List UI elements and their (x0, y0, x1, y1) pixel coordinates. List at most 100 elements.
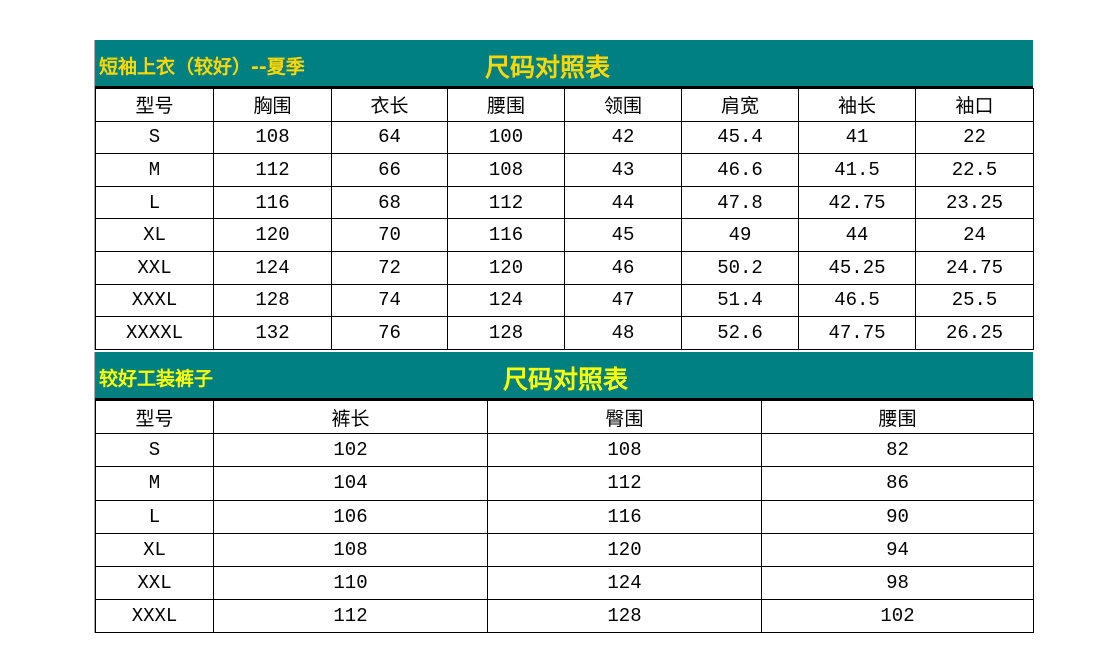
table-cell: 74 (331, 283, 448, 318)
column-header: 袖长 (798, 88, 916, 122)
table-cell: 46.5 (798, 283, 916, 318)
column-header: 肩宽 (681, 88, 799, 122)
table-cell: 48 (564, 316, 682, 350)
table-cell: 44 (798, 218, 916, 252)
table-row: XXL 110 124 98 (95, 565, 1034, 601)
table-cell: 102 (213, 433, 488, 468)
table-title: 尺码对照表 (503, 365, 629, 394)
table-cell: 106 (213, 499, 488, 534)
table-cell: XXXL (95, 283, 214, 318)
table-cell: 45 (564, 218, 682, 252)
column-header: 袖口 (915, 88, 1034, 122)
table-row: M 104 112 86 (95, 466, 1034, 501)
table-cell: 47 (564, 283, 682, 318)
table-cell: 104 (213, 466, 488, 501)
table-cell: 66 (331, 153, 448, 187)
table-cell: 116 (447, 218, 565, 252)
table-cell: 128 (213, 283, 332, 318)
table-cell: 22.5 (915, 153, 1034, 187)
size-grid: 型号 裤长 臀围 腰围 S 102 108 82 M 104 112 86 L 106 116 90 XL 10… (95, 399, 1034, 634)
table-cell: 108 (487, 433, 762, 468)
table-cell: L (95, 185, 214, 220)
table-cell: 43 (564, 153, 682, 187)
table-cell: 100 (447, 120, 565, 155)
table-cell: M (95, 153, 214, 187)
table-cell: 44 (564, 185, 682, 220)
table-cell: 108 (213, 532, 488, 567)
table-cell: 112 (213, 153, 332, 187)
table-cell: 128 (447, 316, 565, 350)
table-cell: 98 (761, 565, 1034, 601)
table-row: XXXL 128 74 124 47 51.4 46.5 25.5 (95, 283, 1034, 318)
table-cell: S (95, 120, 214, 155)
table-cell: XXXL (95, 599, 214, 634)
table-cell: 108 (447, 153, 565, 187)
table-cell: 45.25 (798, 250, 916, 285)
table-subtitle: 较好工装裤子 (99, 368, 214, 390)
table-cell: 124 (487, 565, 762, 601)
table-cell: 116 (213, 185, 332, 220)
table-cell: 41 (798, 120, 916, 155)
column-header: 裤长 (213, 399, 488, 435)
table-cell: 112 (487, 466, 762, 501)
table-cell: 120 (487, 532, 762, 567)
table-cell: 51.4 (681, 283, 799, 318)
table-row: XXL 124 72 120 46 50.2 45.25 24.75 (95, 250, 1034, 285)
table-cell: 46 (564, 250, 682, 285)
column-header: 腰围 (447, 88, 565, 122)
table-cell: XL (95, 532, 214, 567)
table-cell: XXL (95, 250, 214, 285)
column-header: 腰围 (761, 399, 1034, 435)
table-cell: 70 (331, 218, 448, 252)
table-cell: 24 (915, 218, 1034, 252)
table-cell: XL (95, 218, 214, 252)
header-row: 型号 裤长 臀围 腰围 (95, 399, 1034, 435)
table-cell: 42.75 (798, 185, 916, 220)
table-row: XXXXL 132 76 128 48 52.6 47.75 26.25 (95, 316, 1034, 350)
table-cell: 108 (213, 120, 332, 155)
table-subtitle: 短袖上衣（较好）--夏季 (99, 56, 305, 78)
table-title: 尺码对照表 (485, 53, 611, 82)
table-cell: 124 (447, 283, 565, 318)
table-cell: 47.8 (681, 185, 799, 220)
column-header: 胸围 (213, 88, 332, 122)
table-cell: 120 (213, 218, 332, 252)
table-cell: L (95, 499, 214, 534)
table-cell: 50.2 (681, 250, 799, 285)
header-row: 型号 胸围 衣长 腰围 领围 肩宽 袖长 袖口 (95, 88, 1034, 122)
column-header: 领围 (564, 88, 682, 122)
table-row: XL 108 120 94 (95, 532, 1034, 567)
table-cell: XXXXL (95, 316, 214, 350)
table-cell: 124 (213, 250, 332, 285)
column-header: 型号 (95, 88, 214, 122)
table-cell: 76 (331, 316, 448, 350)
table-cell: 47.75 (798, 316, 916, 350)
column-header: 衣长 (331, 88, 448, 122)
table-row: S 102 108 82 (95, 433, 1034, 468)
size-grid: 型号 胸围 衣长 腰围 领围 肩宽 袖长 袖口 S 108 64 100 42 45.4 41 22 M 112… (95, 88, 1034, 350)
table-cell: 24.75 (915, 250, 1034, 285)
table-cell: 86 (761, 466, 1034, 501)
table-cell: 112 (213, 599, 488, 634)
table-row: M 112 66 108 43 46.6 41.5 22.5 (95, 153, 1034, 187)
table-row: XXXL 112 128 102 (95, 599, 1034, 634)
table-cell: 45.4 (681, 120, 799, 155)
table-cell: 112 (447, 185, 565, 220)
column-header: 型号 (95, 399, 214, 435)
table-cell: 68 (331, 185, 448, 220)
table-cell: 82 (761, 433, 1034, 468)
table-cell: 46.6 (681, 153, 799, 187)
table-cell: M (95, 466, 214, 501)
table-cell: 132 (213, 316, 332, 350)
table-cell: 22 (915, 120, 1034, 155)
table-row: L 106 116 90 (95, 499, 1034, 534)
table-cell: 94 (761, 532, 1034, 567)
table-cell: 64 (331, 120, 448, 155)
table-cell: 128 (487, 599, 762, 634)
table-cell: 23.25 (915, 185, 1034, 220)
table-row: L 116 68 112 44 47.8 42.75 23.25 (95, 185, 1034, 220)
table-row: XL 120 70 116 45 49 44 24 (95, 218, 1034, 252)
table-cell: 110 (213, 565, 488, 601)
table-cell: 25.5 (915, 283, 1034, 318)
bottom-size-table: 较好工装裤子 尺码对照表 型号 裤长 臀围 腰围 S 102 108 82 M 104 112 86… (94, 352, 1034, 634)
